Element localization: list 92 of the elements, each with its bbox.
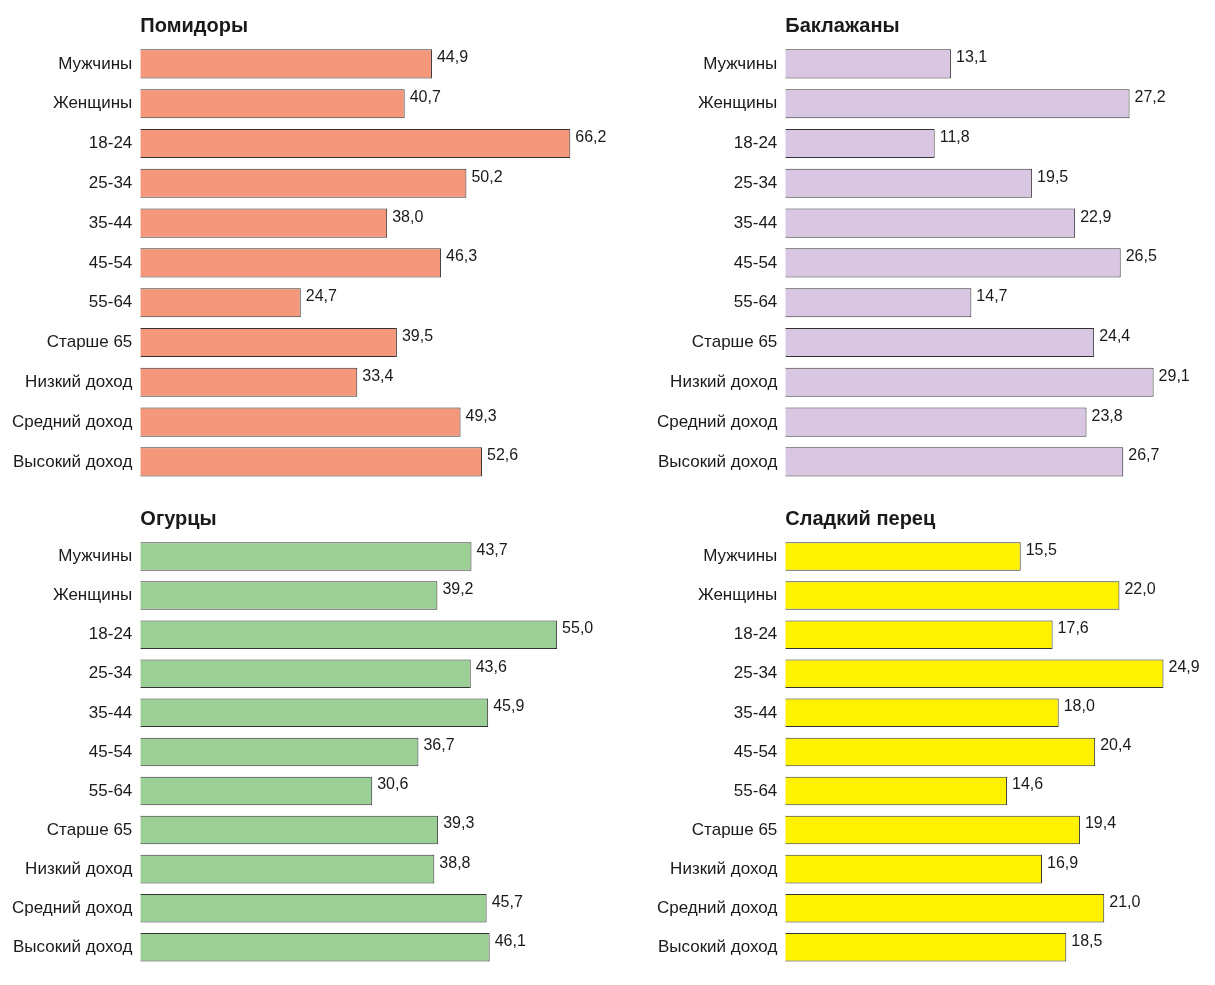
data-label: 19,5 <box>1037 167 1069 185</box>
data-label: 40,7 <box>409 88 441 106</box>
data-label: 22,9 <box>1080 207 1112 225</box>
data-label: 46,1 <box>494 931 526 949</box>
data-label: 38,8 <box>439 853 471 871</box>
y-tick-label: 55-64 <box>88 780 133 800</box>
y-tick-label: 35-44 <box>733 702 778 722</box>
data-label: 43,7 <box>476 540 508 558</box>
data-label: 26,5 <box>1125 247 1157 265</box>
data-label: 14,7 <box>976 287 1008 305</box>
data-label: 14,6 <box>1012 775 1044 793</box>
y-tick-label: Низкий доход <box>25 858 133 878</box>
data-label: 39,2 <box>442 580 474 598</box>
chart-title: Помидоры <box>140 14 248 36</box>
y-tick-label: Низкий доход <box>670 858 778 878</box>
y-tick-label: 18-24 <box>733 133 778 153</box>
y-tick-label: Низкий доход <box>670 371 778 391</box>
data-label: 44,9 <box>436 48 469 66</box>
y-tick-label: 25-34 <box>88 172 133 192</box>
y-tick-label: 35-44 <box>733 212 778 232</box>
y-tick-label: 35-44 <box>88 212 133 232</box>
data-label: 24,4 <box>1099 326 1131 344</box>
y-tick-label: 25-34 <box>733 663 778 683</box>
data-label: 50,2 <box>471 167 503 185</box>
data-label: 24,7 <box>305 287 337 305</box>
y-tick-label: Мужчины <box>58 53 133 73</box>
data-label: 45,7 <box>491 892 523 910</box>
y-tick-label: 18-24 <box>88 624 133 644</box>
data-label: 19,4 <box>1084 814 1117 832</box>
y-tick-label: 18-24 <box>88 133 133 153</box>
y-tick-label: 25-34 <box>733 172 778 192</box>
chart-title: Сладкий перец <box>785 507 936 529</box>
data-label: 22,0 <box>1124 580 1156 598</box>
y-tick-label: Старше 65 <box>691 332 778 352</box>
y-tick-label: Высокий доход <box>12 936 133 956</box>
y-tick-label: Средний доход <box>657 411 778 431</box>
data-label: 24,9 <box>1168 658 1200 676</box>
y-tick-label: Женщины <box>52 585 133 605</box>
data-label: 36,7 <box>423 736 455 754</box>
data-label: 52,6 <box>486 446 519 464</box>
data-label: 46,3 <box>446 247 478 265</box>
data-label: 39,5 <box>401 326 434 344</box>
data-label: 20,4 <box>1100 736 1132 754</box>
y-tick-label: Средний доход <box>657 897 778 917</box>
data-label: 30,6 <box>377 775 409 793</box>
data-label: 26,7 <box>1128 446 1160 464</box>
y-tick-label: 55-64 <box>733 780 778 800</box>
data-label: 39,3 <box>443 814 475 832</box>
y-tick-label: Мужчины <box>703 546 778 566</box>
data-label: 16,9 <box>1046 853 1079 871</box>
y-tick-label: Высокий доход <box>12 451 133 471</box>
y-tick-label: Старше 65 <box>46 819 133 839</box>
data-label: 27,2 <box>1134 88 1166 106</box>
y-tick-label: Женщины <box>52 93 133 113</box>
data-label: 45,9 <box>493 697 525 715</box>
data-label: 49,3 <box>465 406 497 424</box>
y-tick-label: Средний доход <box>12 897 133 917</box>
chart-title: Огурцы <box>140 507 217 529</box>
data-label: 66,2 <box>575 127 607 145</box>
data-label: 43,6 <box>475 658 507 676</box>
y-tick-label: 45-54 <box>88 741 133 761</box>
y-tick-label: Старше 65 <box>691 819 778 839</box>
chart-title: Баклажаны <box>785 14 900 36</box>
data-label: 33,4 <box>362 366 394 384</box>
y-tick-label: Мужчины <box>703 53 778 73</box>
y-tick-label: Высокий доход <box>657 451 778 471</box>
y-tick-label: 55-64 <box>88 292 133 312</box>
y-tick-label: Средний доход <box>12 411 133 431</box>
data-label: 29,1 <box>1158 366 1190 384</box>
data-label: 18,5 <box>1071 931 1103 949</box>
y-tick-label: 45-54 <box>733 741 778 761</box>
data-label: 15,5 <box>1025 540 1057 558</box>
y-tick-label: 45-54 <box>88 252 133 272</box>
data-label: 18,0 <box>1063 697 1095 715</box>
y-tick-label: Женщины <box>697 93 778 113</box>
data-label: 55,0 <box>562 619 594 637</box>
data-label: 23,8 <box>1091 406 1123 424</box>
y-tick-label: 45-54 <box>733 252 778 272</box>
y-tick-label: Старше 65 <box>46 332 133 352</box>
y-tick-label: 55-64 <box>733 292 778 312</box>
data-label: 11,8 <box>939 127 970 145</box>
y-tick-label: 35-44 <box>88 702 133 722</box>
data-label: 21,0 <box>1109 892 1141 910</box>
y-tick-label: 25-34 <box>88 663 133 683</box>
y-tick-label: Низкий доход <box>25 371 133 391</box>
data-label: 17,6 <box>1057 619 1089 637</box>
data-label: 38,0 <box>392 207 424 225</box>
data-label: 13,1 <box>956 48 988 66</box>
y-tick-label: Мужчины <box>58 546 133 566</box>
y-tick-label: Высокий доход <box>657 936 778 956</box>
y-tick-label: 18-24 <box>733 624 778 644</box>
y-tick-label: Женщины <box>697 585 778 605</box>
